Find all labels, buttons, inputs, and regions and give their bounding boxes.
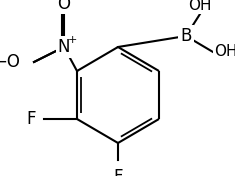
Text: N: N <box>58 38 70 56</box>
Text: F: F <box>27 110 36 128</box>
Text: +: + <box>67 35 77 45</box>
Text: O: O <box>58 0 70 13</box>
Text: B: B <box>180 27 192 45</box>
Text: −O: −O <box>0 53 20 71</box>
Text: OH: OH <box>188 0 212 13</box>
Text: OH: OH <box>214 45 235 59</box>
Text: F: F <box>113 168 123 176</box>
